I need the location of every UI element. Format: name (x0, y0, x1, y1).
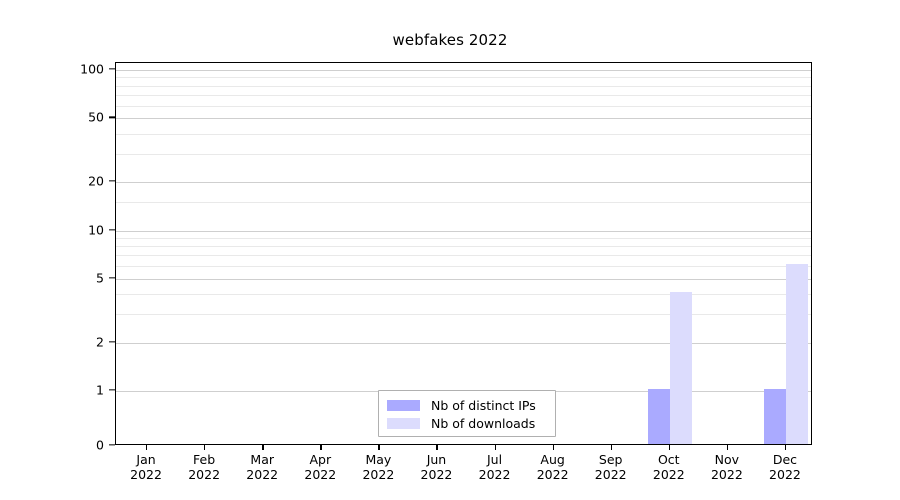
x-axis-tick-mark (436, 445, 438, 450)
y-axis-tick-label: 0 (96, 437, 104, 453)
gridline (116, 77, 811, 79)
gridline (116, 70, 811, 71)
y-axis-tick-mark (109, 180, 115, 182)
y-axis-tick-mark (109, 116, 115, 118)
y-axis-tick-label: 100 (80, 61, 104, 77)
y-axis-tick-mark (109, 341, 115, 343)
x-axis-tick-label: Apr 2022 (304, 452, 337, 482)
gridline (116, 153, 811, 155)
x-axis-tick-mark (204, 445, 206, 450)
gridline (116, 246, 811, 248)
legend-item-downloads: Nb of downloads (387, 414, 547, 432)
gridline (116, 85, 811, 87)
y-axis-tick-label: 1 (96, 382, 104, 398)
bar (785, 264, 808, 444)
y-axis-tick-label: 50 (88, 109, 104, 125)
gridline (116, 182, 811, 184)
x-axis-tick-mark (320, 445, 322, 450)
y-axis-tick-mark (109, 277, 115, 279)
gridline (116, 314, 811, 316)
chart-legend: Nb of distinct IPs Nb of downloads (378, 390, 556, 437)
gridline (116, 255, 811, 257)
chart-title: webfakes 2022 (392, 31, 508, 49)
legend-label-distinct-ips: Nb of distinct IPs (431, 397, 536, 413)
legend-swatch-downloads (387, 417, 420, 429)
legend-item-distinct-ips: Nb of distinct IPs (387, 396, 547, 414)
x-axis-tick-mark (726, 445, 729, 450)
x-axis-tick-label: Mar 2022 (246, 452, 279, 482)
x-axis-tick-mark (494, 445, 496, 450)
gridline (116, 105, 811, 107)
x-axis-tick-label: Jan 2022 (130, 452, 162, 482)
bar (647, 389, 670, 444)
x-axis-tick-label: May 2022 (362, 452, 395, 482)
x-axis-tick-mark (784, 445, 787, 450)
x-axis-tick-label: Sep 2022 (594, 452, 627, 482)
x-axis-tick-mark (146, 445, 148, 450)
x-axis-tick-label: Jul 2022 (478, 452, 511, 482)
x-axis-tick-mark (262, 445, 264, 450)
y-axis-tick-mark (109, 68, 115, 70)
plot-area (115, 62, 812, 445)
y-axis-tick-label: 10 (88, 222, 104, 237)
gridline (116, 342, 811, 344)
x-axis-tick-mark (668, 445, 671, 450)
x-axis-tick-label: Aug 2022 (536, 452, 569, 482)
gridline (116, 202, 811, 204)
gridline (116, 266, 811, 268)
y-axis-tick-mark (109, 228, 115, 231)
y-axis-tick-mark (109, 389, 115, 391)
gridline (116, 237, 811, 239)
legend-label-downloads: Nb of downloads (431, 415, 536, 431)
x-axis-tick-label: Dec 2022 (769, 452, 801, 482)
gridline (116, 294, 811, 296)
y-axis-tick-label: 20 (88, 173, 104, 189)
x-axis-tick-mark (610, 445, 612, 450)
bar (763, 389, 786, 444)
y-axis-tick-mark (109, 444, 115, 446)
y-axis-tick-label: 5 (96, 270, 104, 286)
x-axis-tick-mark (552, 445, 554, 450)
y-axis-tick-label: 2 (96, 334, 104, 350)
gridline (116, 230, 811, 232)
legend-swatch-distinct-ips (387, 399, 420, 411)
x-axis-tick-label: Feb 2022 (188, 452, 221, 482)
x-axis-tick-label: Jun 2022 (420, 452, 453, 482)
gridline (116, 278, 811, 280)
gridline (116, 94, 811, 96)
bar (669, 292, 692, 444)
gridline (116, 118, 811, 120)
x-axis-tick-mark (378, 445, 380, 450)
x-axis-tick-label: Oct 2022 (652, 452, 685, 482)
gridline (116, 133, 811, 135)
x-axis-tick-label: Nov 2022 (710, 452, 743, 482)
